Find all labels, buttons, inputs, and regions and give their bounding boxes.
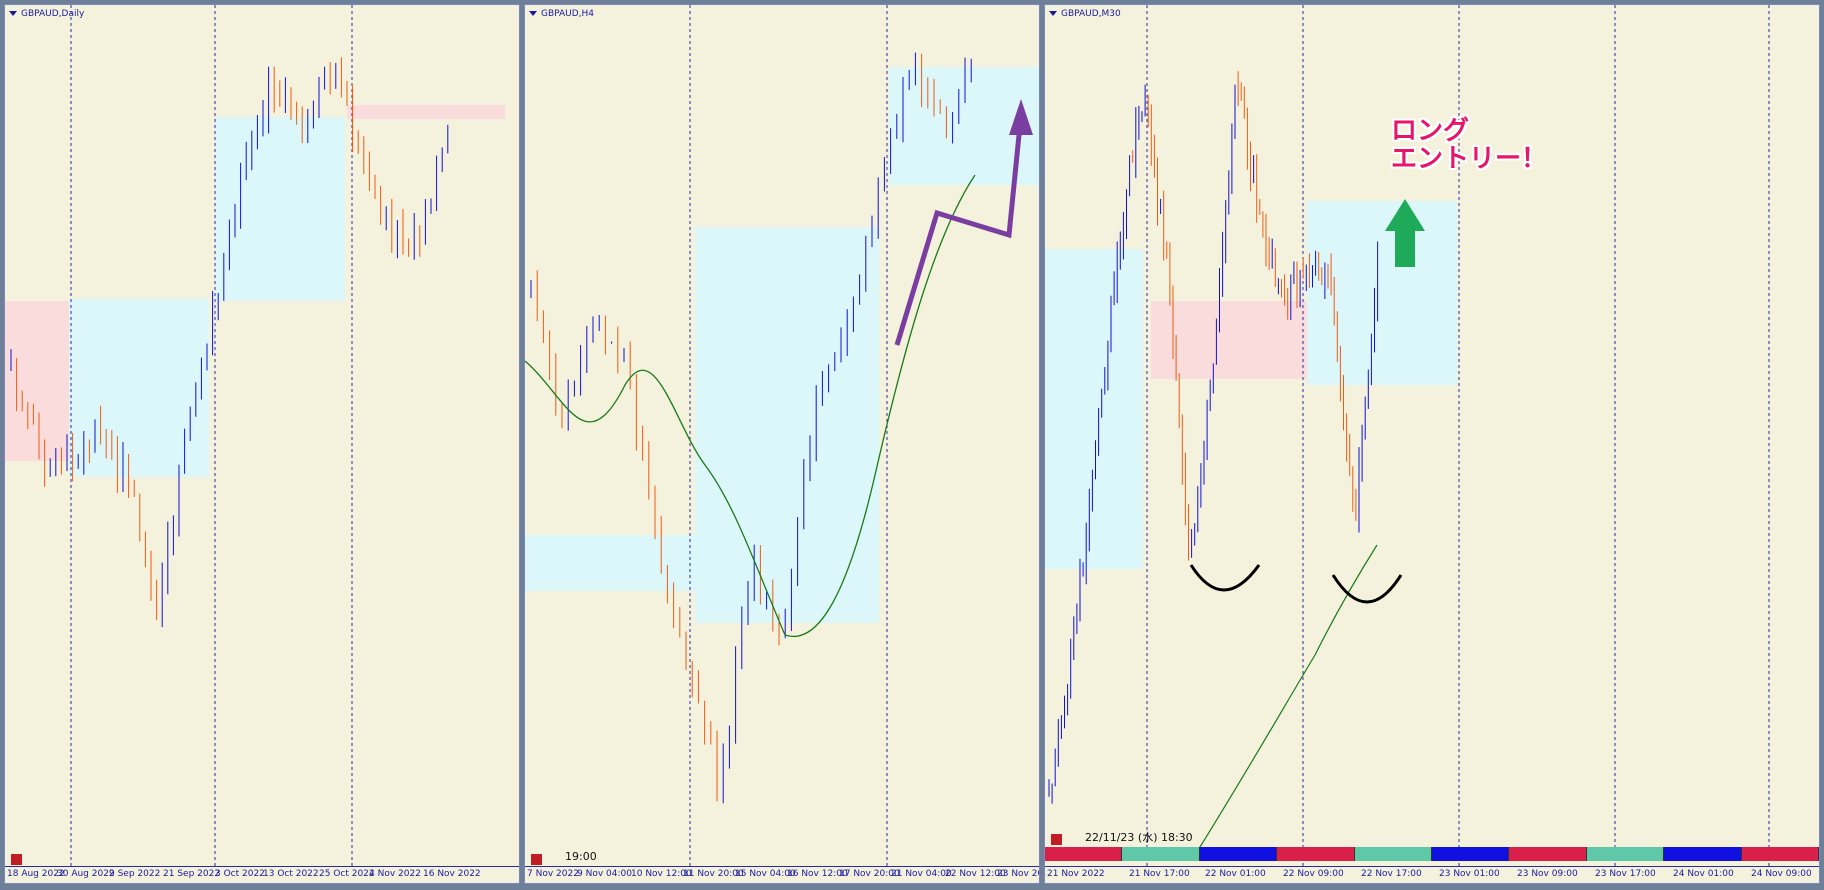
x-tick-label: 17 Nov 20:00 [839,869,900,879]
x-tick-label: 25 Oct 2022 [319,869,375,879]
x-tick-label: 15 Nov 04:00 [735,869,796,879]
x-tick-label: 30 Aug 2022 [57,869,115,879]
x-tick-label: 16 Nov 12:00 [787,869,848,879]
x-tick-label: 24 Nov 09:00 [1751,869,1812,879]
x-tick-label: 23 Nov 17:00 [1595,869,1656,879]
demand-zone [69,299,209,477]
green-up-arrow [1385,199,1425,267]
m30-chart-canvas [1045,5,1770,867]
bottom-arc [1331,574,1403,604]
daily-chart-canvas [5,5,505,867]
session-segment [1199,847,1278,861]
purple-trend-arrow [894,114,1024,346]
x-tick-label: 16 Nov 2022 [423,869,481,879]
close-icon[interactable] [1051,834,1062,845]
moving-average-line [525,174,976,637]
demand-zone [695,227,879,623]
x-tick-label: 22 Nov 09:00 [1283,869,1344,879]
close-icon[interactable] [11,854,22,865]
x-tick-label: 21 Nov 17:00 [1129,869,1190,879]
x-tick-label: 23 Nov 01:00 [1439,869,1500,879]
annotation-long-entry: ロング エントリー！ [1391,116,1548,174]
demand-zone [525,535,695,591]
session-segment [1354,847,1433,861]
demand-zone [1045,249,1143,569]
x-tick-label: 10 Nov 12:00 [631,869,692,879]
x-tick-label: 23 Nov 20:00 [997,869,1039,879]
x-tick-label: 21 Nov 04:00 [891,869,952,879]
demand-zone [215,117,345,301]
session-segment [1741,847,1819,861]
session-segment [1586,847,1665,861]
session-segment [1664,847,1742,861]
x-axis: 18 Aug 2022 30 Aug 2022 9 Sep 2022 21 Sep 2… [5,866,519,883]
supply-zone [1151,301,1307,379]
h4-chart-canvas [525,5,1039,867]
supply-zone [5,301,69,461]
x-tick-label: 9 Nov 04:00 [577,869,632,879]
session-segment [1045,847,1123,861]
chart-title: GBPAUD,H4 [529,9,594,19]
session-segment [1277,847,1355,861]
moving-average-line [1194,544,1378,856]
chart-panel-h4[interactable]: GBPAUD,H4 7 Nov 2022 9 Nov 04:00 10 Nov 12… [524,4,1040,884]
session-segment [1432,847,1510,861]
timestamp-label: 22/11/23 (水) 18:30 [1085,831,1193,844]
chart-controls[interactable] [531,854,542,865]
purple-arrowhead [1009,99,1033,135]
x-tick-label: 24 Nov 01:00 [1673,869,1734,879]
chart-title: GBPAUD,M30 [1049,9,1121,19]
x-tick-label: 22 Nov 12:00 [945,869,1006,879]
chart-controls[interactable] [1051,834,1062,845]
x-tick-label: 11 Nov 20:00 [683,869,744,879]
session-color-bar [1045,847,1819,861]
demand-zone [1307,201,1457,385]
chart-title: GBPAUD,Daily [9,9,84,19]
bottom-arc [1189,564,1261,592]
x-tick-label: 13 Oct 2022 [263,869,319,879]
x-tick-label: 22 Nov 01:00 [1205,869,1266,879]
chart-panel-m30[interactable]: GBPAUD,M30 21 Nov 2022 21 Nov 17:00 22 Nov… [1044,4,1820,884]
x-tick-label: 18 Aug 2022 [7,869,65,879]
session-segment [1509,847,1587,861]
x-tick-label: 22 Nov 17:00 [1361,869,1422,879]
x-tick-label: 4 Nov 2022 [369,869,421,879]
x-tick-label: 9 Sep 2022 [109,869,161,879]
x-tick-label: 23 Nov 09:00 [1517,869,1578,879]
x-tick-label: 3 Oct 2022 [215,869,265,879]
x-axis: 21 Nov 2022 21 Nov 17:00 22 Nov 01:00 22 No… [1045,866,1819,883]
x-tick-label: 21 Nov 2022 [1047,869,1105,879]
x-axis: 7 Nov 2022 9 Nov 04:00 10 Nov 12:00 11 Nov … [525,866,1039,883]
chart-controls[interactable] [11,854,22,865]
x-tick-label: 7 Nov 2022 [527,869,579,879]
chart-panel-daily[interactable]: GBPAUD,Daily 18 Aug 2022 30 Aug 2022 9 Sep… [4,4,520,884]
x-tick-label: 21 Sep 2022 [163,869,221,879]
supply-zone [347,105,505,119]
time-label: 19:00 [565,850,597,863]
close-icon[interactable] [531,854,542,865]
session-segment [1122,847,1200,861]
